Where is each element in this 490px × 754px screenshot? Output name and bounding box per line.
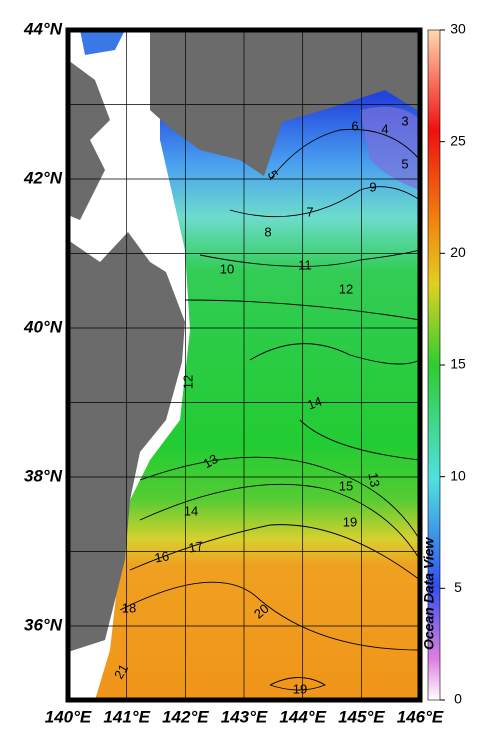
lat-label: 36°N bbox=[24, 615, 63, 634]
watermark: Ocean Data View bbox=[421, 537, 437, 650]
colorbar-tick-label: 0 bbox=[454, 691, 462, 707]
land bbox=[150, 30, 420, 176]
lat-label: 38°N bbox=[24, 466, 63, 485]
lon-label: 144°E bbox=[279, 707, 326, 726]
contour-label: 13 bbox=[365, 471, 382, 488]
colorbar-tick-label: 20 bbox=[450, 244, 466, 260]
contour-label: 7 bbox=[306, 204, 313, 219]
lat-label: 42°N bbox=[23, 168, 63, 187]
contour-label: 11 bbox=[298, 257, 312, 272]
colorbar-tick-label: 15 bbox=[450, 356, 466, 372]
contour-label: 19 bbox=[293, 681, 307, 696]
cold-patch bbox=[360, 106, 420, 190]
contour-label: 6 bbox=[351, 118, 358, 133]
contour-label: 10 bbox=[220, 261, 234, 276]
sea-patch bbox=[80, 30, 125, 55]
lat-label: 40°N bbox=[23, 317, 63, 336]
colorbar-tick-label: 5 bbox=[454, 579, 462, 595]
lat-label: 44°N bbox=[23, 19, 63, 38]
contour-label: 12 bbox=[339, 281, 353, 296]
contour-label: 8 bbox=[264, 224, 271, 239]
lon-label: 145°E bbox=[338, 707, 385, 726]
contour-label: 12 bbox=[180, 375, 195, 389]
contour-label: 4 bbox=[381, 121, 388, 136]
contour-label: 13 bbox=[200, 451, 220, 471]
land bbox=[68, 60, 110, 220]
contour-label: 19 bbox=[343, 514, 357, 529]
lon-label: 141°E bbox=[103, 707, 150, 726]
lon-label: 143°E bbox=[221, 707, 268, 726]
contour-label: 16 bbox=[153, 548, 170, 565]
colorbar-tick-label: 10 bbox=[450, 467, 466, 483]
contour-label: 17 bbox=[187, 538, 204, 555]
contour-label: 9 bbox=[369, 179, 376, 194]
contour-label: 21 bbox=[111, 661, 131, 681]
contour-label: 18 bbox=[122, 600, 136, 615]
lon-label: 140°E bbox=[45, 707, 92, 726]
contour-label: 14 bbox=[305, 393, 324, 412]
map-frame bbox=[65, 27, 423, 703]
colorbar-tick-label: 30 bbox=[450, 21, 466, 37]
lon-label: 146°E bbox=[397, 707, 444, 726]
colorbar-tick-label: 25 bbox=[450, 132, 466, 148]
contour-label: 14 bbox=[184, 503, 198, 518]
contour-label: 3 bbox=[401, 113, 408, 128]
lon-label: 142°E bbox=[162, 707, 209, 726]
contour-label: 5 bbox=[401, 156, 408, 171]
contour-label: 15 bbox=[339, 478, 353, 493]
contours bbox=[119, 128, 420, 691]
